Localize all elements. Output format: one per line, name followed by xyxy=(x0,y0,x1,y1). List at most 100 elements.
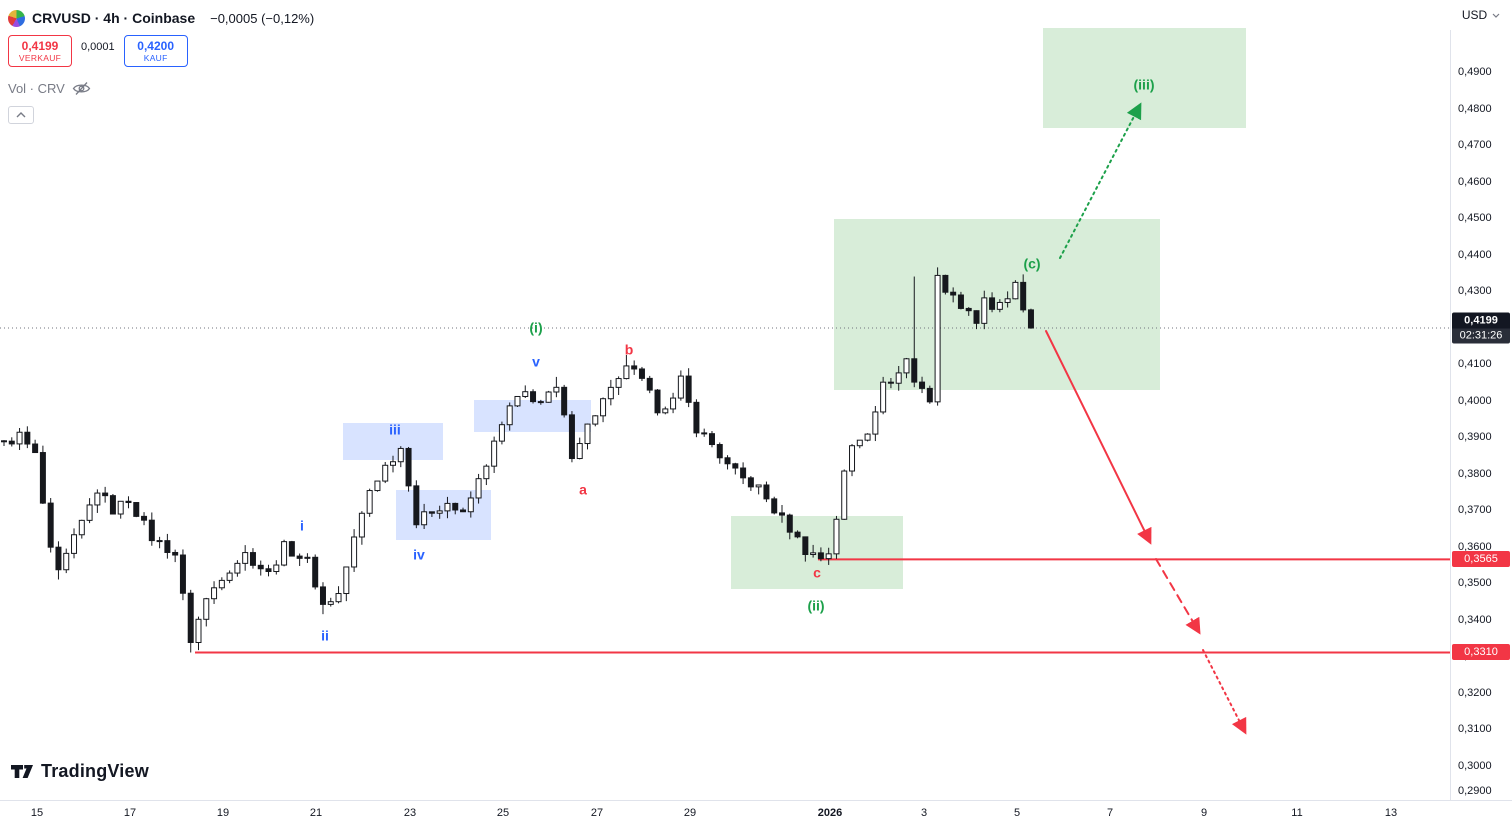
symbol-title[interactable]: CRVUSD · 4h · Coinbase xyxy=(32,10,196,26)
spread-value: 0,0001 xyxy=(81,41,115,53)
wave-label-a[interactable]: a xyxy=(579,482,587,498)
candle-body xyxy=(234,562,241,574)
candle-body xyxy=(397,447,404,463)
trend-arrow[interactable] xyxy=(1045,330,1152,545)
time-axis[interactable]: 15 17 19 21 23 25 27 29 2026 3 5 7 9 11 13 xyxy=(0,800,1512,823)
candle-body xyxy=(755,484,762,488)
candle-body xyxy=(802,536,809,555)
price-tick: 0,2900 xyxy=(1458,785,1492,797)
candle-body xyxy=(195,618,202,643)
wave-3-target-zone[interactable] xyxy=(1043,28,1246,128)
candle-body xyxy=(63,552,70,571)
candle-body xyxy=(794,531,801,538)
candle-body xyxy=(561,386,568,416)
candle-body xyxy=(763,484,770,500)
candle-body xyxy=(483,465,490,480)
candle-body xyxy=(942,274,949,293)
candle-body xyxy=(662,408,669,414)
tradingview-mark-icon xyxy=(11,765,33,778)
wave-label-(iii)[interactable]: (iii) xyxy=(1134,77,1155,93)
current-price-badge: 0,4199 02:31:26 xyxy=(1452,312,1510,344)
legend-collapse-button[interactable] xyxy=(8,106,34,124)
currency-label: USD xyxy=(1461,8,1488,22)
candle-body xyxy=(957,294,964,309)
currency-selector[interactable]: USD xyxy=(1450,0,1512,30)
wave-label-c[interactable]: c xyxy=(813,565,821,581)
candle-body xyxy=(24,431,31,445)
buy-price: 0,4200 xyxy=(137,38,174,53)
price-tick: 0,4600 xyxy=(1458,175,1492,188)
price-axis[interactable]: 0,4900 0,4800 0,4700 0,4600 0,4500 0,4400 0,43… xyxy=(1450,0,1512,800)
buy-button[interactable]: 0,4200 KAUF xyxy=(123,35,188,67)
wave-label-(i)[interactable]: (i) xyxy=(529,320,542,336)
current-price-value: 0,4199 xyxy=(1452,312,1510,329)
sell-label: VERKAUF xyxy=(18,52,62,63)
candle-body xyxy=(856,439,863,447)
candle-body xyxy=(553,386,560,393)
price-level-badge: 0,3310 xyxy=(1452,644,1510,661)
candle-body xyxy=(981,297,988,324)
price-tick: 0,4700 xyxy=(1458,139,1492,152)
candle-body xyxy=(273,564,280,573)
wave-iii-zone[interactable] xyxy=(343,423,443,460)
candle-body xyxy=(708,433,715,446)
sell-button[interactable]: 0,4199 VERKAUF xyxy=(8,35,72,67)
candle-body xyxy=(265,568,272,573)
trend-arrow[interactable] xyxy=(1059,102,1142,259)
candle-body xyxy=(141,515,148,521)
candle-body xyxy=(747,477,754,488)
candle-body xyxy=(701,432,708,435)
candle-body xyxy=(1,440,7,443)
price-tick: 0,4400 xyxy=(1458,248,1492,261)
price-tick: 0,3800 xyxy=(1458,467,1492,480)
time-tick: 23 xyxy=(403,806,417,819)
price-tick: 0,3100 xyxy=(1458,723,1492,736)
candle-body xyxy=(926,387,933,403)
wave-label-iii[interactable]: iii xyxy=(389,422,401,438)
candle-body xyxy=(600,398,607,417)
candle-body xyxy=(1020,281,1027,311)
candle-body xyxy=(973,310,980,324)
candle-body xyxy=(249,552,256,566)
candle-body xyxy=(491,440,498,467)
wave-label-i[interactable]: i xyxy=(300,518,304,534)
wave-label-ii[interactable]: ii xyxy=(321,628,329,644)
buy-label: KAUF xyxy=(143,52,168,63)
candle-body xyxy=(444,502,451,512)
wave-label-(ii)[interactable]: (ii) xyxy=(807,598,824,614)
wave-label-(c)[interactable]: (c) xyxy=(1023,256,1040,272)
wave-iv-zone[interactable] xyxy=(396,490,491,540)
price-tick: 0,3900 xyxy=(1458,431,1492,444)
price-tick: 0,4300 xyxy=(1458,285,1492,298)
visibility-toggle-button[interactable] xyxy=(72,81,91,96)
candle-body xyxy=(460,509,467,513)
candle-body xyxy=(872,411,879,435)
wave-label-v[interactable]: v xyxy=(532,354,540,370)
candle-body xyxy=(670,397,677,410)
candle-body xyxy=(576,443,583,460)
candle-body xyxy=(436,510,443,514)
tradingview-logo[interactable]: TradingView xyxy=(10,761,149,782)
candle-body xyxy=(413,485,420,526)
candle-body xyxy=(148,519,155,542)
wave-label-iv[interactable]: iv xyxy=(413,547,425,563)
candle-body xyxy=(631,365,638,370)
candle-body xyxy=(39,452,46,504)
price-tick: 0,3600 xyxy=(1458,540,1492,553)
wave-label-b[interactable]: b xyxy=(625,342,634,358)
wave-2-zone[interactable] xyxy=(731,516,903,589)
trend-arrow[interactable] xyxy=(1202,649,1247,735)
price-tick: 0,3200 xyxy=(1458,686,1492,699)
candle-body xyxy=(841,470,848,520)
candle-body xyxy=(833,518,840,555)
candle-body xyxy=(934,274,941,403)
volume-indicator-label: Vol · CRV xyxy=(8,80,65,96)
trend-arrow[interactable] xyxy=(1155,558,1201,635)
time-tick: 11 xyxy=(1291,806,1303,819)
candle-body xyxy=(32,443,39,454)
candle-body xyxy=(545,391,552,403)
candle-body xyxy=(94,492,101,506)
candle-body xyxy=(903,358,910,374)
candle-body xyxy=(817,552,824,560)
